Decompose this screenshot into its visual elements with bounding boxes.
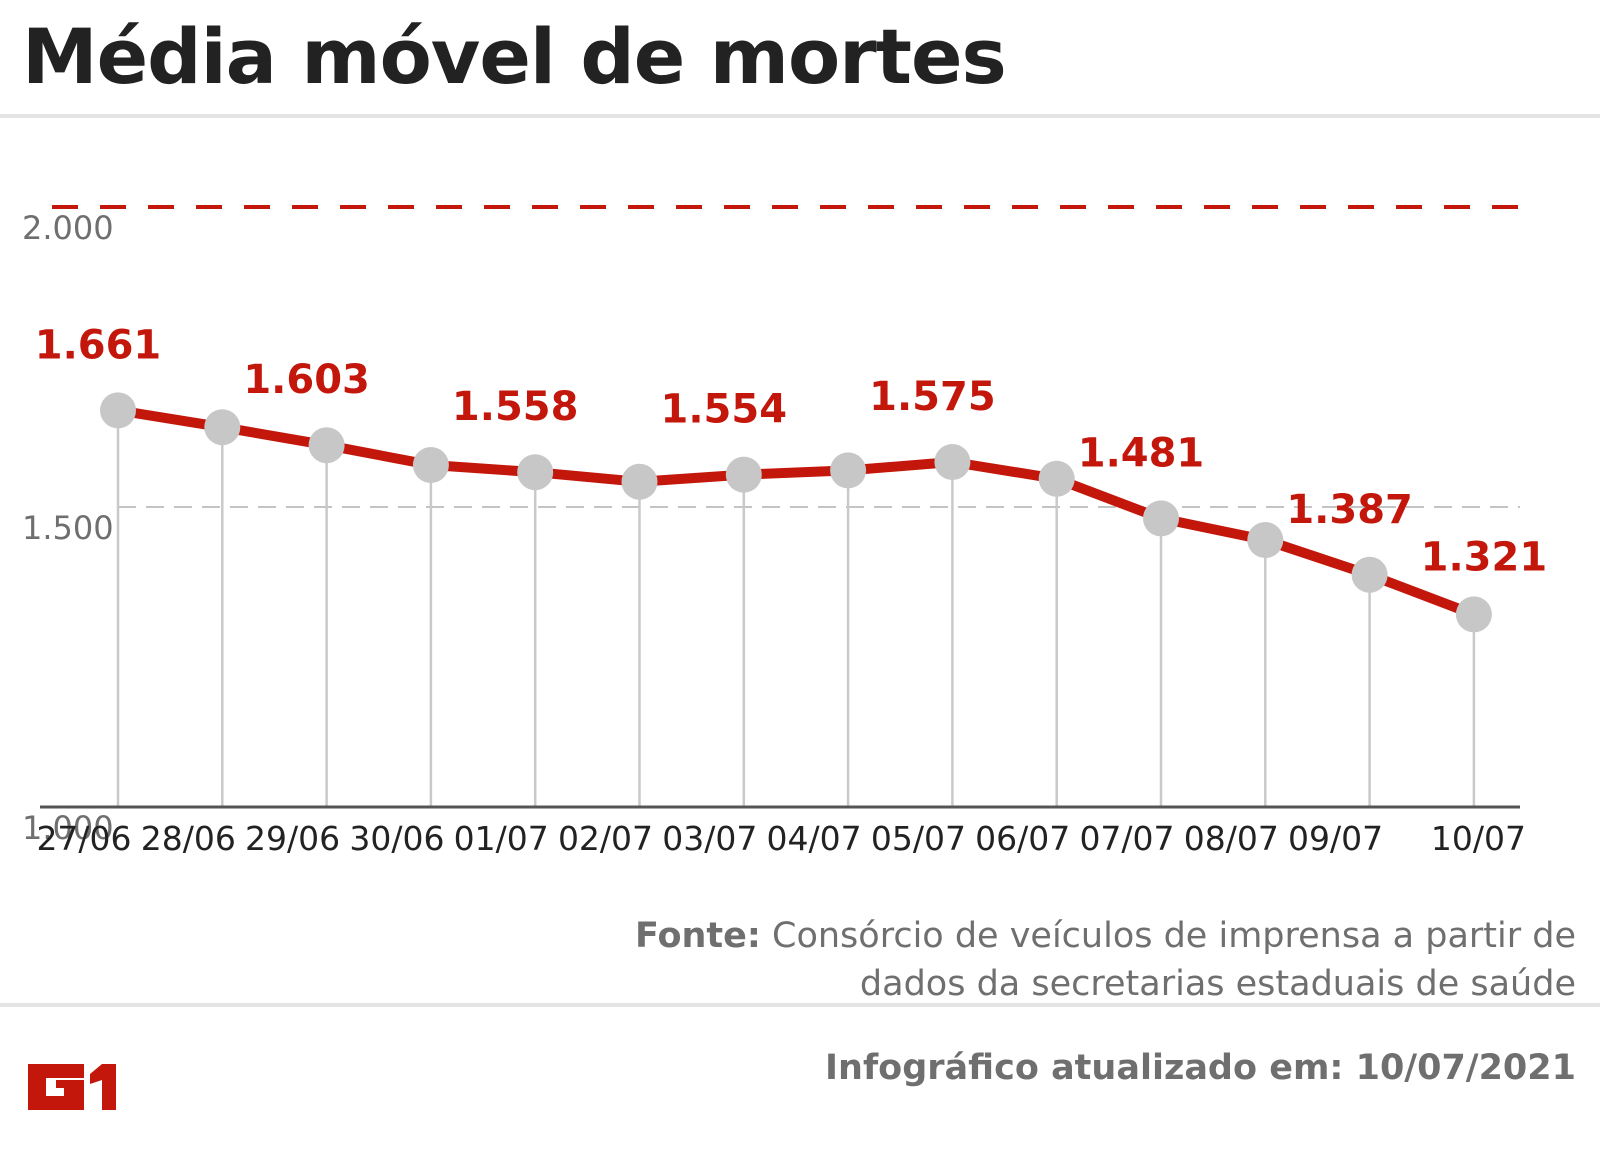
x-tick-label: 07/07 [1079, 819, 1174, 858]
data-point [100, 392, 136, 429]
x-tick-label: 28/06 [141, 819, 236, 858]
chart-title: Média móvel de mortes [22, 12, 1007, 101]
x-tick-label: 02/07 [558, 819, 653, 858]
source-note: Fonte: Consórcio de veículos de imprensa… [576, 912, 1576, 1008]
source-text: Consórcio de veículos de imprensa a part… [772, 916, 1576, 1004]
data-label: 1.661 [35, 322, 162, 368]
data-point [412, 447, 449, 483]
y-tick-label: 1.500 [22, 509, 114, 547]
data-point [621, 463, 658, 500]
x-tick-label: 09/07 [1288, 819, 1383, 858]
data-label: 1.554 [661, 387, 788, 433]
data-point [308, 427, 345, 464]
line-chart: 1.000 1.500 2.000 27/06 28/06 29/06 30/06 01/0… [22, 205, 1547, 858]
data-point [1143, 500, 1179, 537]
updated-note: Infográfico atualizado em: 10/07/2021 [825, 1048, 1576, 1088]
source-label: Fonte: [634, 916, 761, 956]
data-point [1351, 556, 1388, 593]
x-tick-label: 29/06 [245, 819, 340, 858]
g1-logo [28, 1064, 116, 1110]
reference-lines [52, 205, 1520, 508]
y-tick-label: 2.000 [22, 209, 114, 247]
x-tick-label: 03/07 [662, 819, 757, 858]
data-points [100, 392, 1492, 633]
drop-lines [116, 410, 1476, 807]
data-point [1247, 522, 1284, 558]
x-tick-label: 30/06 [349, 819, 444, 858]
data-point [725, 456, 762, 493]
top-divider [0, 114, 1600, 118]
x-tick-label: 05/07 [871, 819, 966, 858]
data-label: 1.558 [452, 384, 579, 430]
data-point [830, 452, 867, 489]
data-label: 1.603 [243, 357, 370, 403]
bottom-divider [0, 1003, 1600, 1007]
data-point [1455, 596, 1492, 633]
x-tick-label: 06/07 [975, 819, 1070, 858]
data-point [517, 454, 554, 491]
data-label: 1.481 [1078, 430, 1205, 476]
data-label: 1.387 [1286, 487, 1413, 533]
data-label: 1.321 [1421, 534, 1548, 580]
y-axis-ticks: 1.000 1.500 2.000 [22, 209, 114, 847]
data-label: 1.575 [869, 374, 996, 420]
data-point [1038, 460, 1075, 497]
x-tick-label: 01/07 [454, 819, 549, 858]
data-point [934, 444, 971, 480]
y-tick-label: 1.000 [22, 809, 114, 847]
g1-logo-one-shape [90, 1064, 116, 1110]
x-tick-label: 04/07 [767, 819, 862, 858]
x-tick-label: 08/07 [1184, 819, 1279, 858]
g1-logo-g-shape [28, 1064, 84, 1110]
data-point [204, 409, 241, 446]
x-axis-ticks: 27/06 28/06 29/06 30/06 01/07 02/07 03/07 04/07… [36, 819, 1526, 858]
x-tick-label: 10/07 [1431, 819, 1526, 858]
x-tick-label: 27/06 [36, 819, 131, 858]
